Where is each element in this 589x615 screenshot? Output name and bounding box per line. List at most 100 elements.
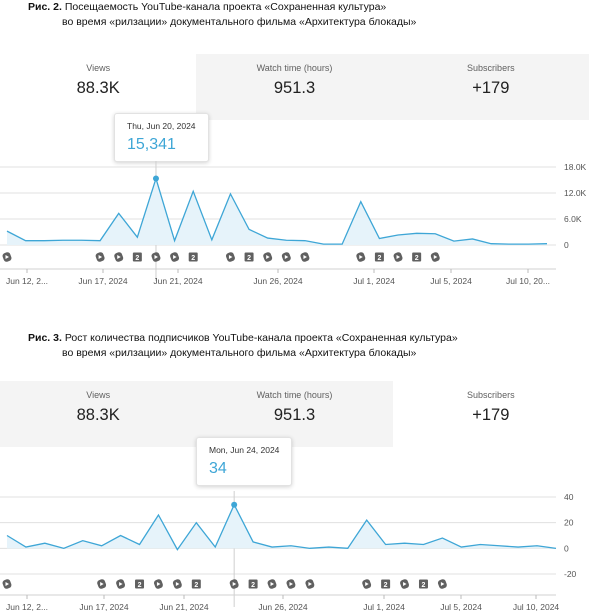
series-line <box>6 503 557 551</box>
shorts-marker-icon <box>305 579 315 589</box>
watch-time-card[interactable]: Watch time (hours) 951.3 <box>196 381 393 447</box>
shorts-marker-icon <box>356 252 366 262</box>
shorts-marker-icon <box>229 579 239 589</box>
watch-time-card[interactable]: Watch time (hours) 951.3 <box>196 54 393 120</box>
upload-count-label: 2 <box>194 582 198 589</box>
figure-1-tooltip-date: Thu, Jun 20, 2024 <box>127 121 196 131</box>
shorts-marker-play <box>228 255 233 259</box>
shorts-marker-icon <box>116 579 126 589</box>
shorts-marker-icon <box>2 252 12 262</box>
shorts-marker-play <box>232 582 237 586</box>
x-tick-label: Jun 12, 2... <box>6 276 48 286</box>
subscribers-label: Subscribers <box>467 390 515 400</box>
shorts-marker-icon <box>153 579 163 589</box>
shorts-marker-icon <box>263 252 273 262</box>
x-tick-label: Jun 12, 2... <box>6 602 48 612</box>
subscribers-value: +179 <box>472 406 510 424</box>
subscribers-card[interactable]: Subscribers +179 <box>392 54 589 120</box>
upload-count-marker <box>248 579 258 589</box>
figure-1-caption: Рис. 2. Посещаемость YouTube-канала прое… <box>28 0 416 30</box>
upload-count-label: 2 <box>247 255 251 262</box>
x-tick-label: Jun 17, 2024 <box>79 602 128 612</box>
shorts-marker-play <box>308 582 312 586</box>
shorts-marker-play <box>303 255 307 259</box>
shorts-marker-icon <box>170 252 180 262</box>
figure-2-caption-line-2: во время «рилзации» документального филь… <box>62 347 417 359</box>
watch-time-label: Watch time (hours) <box>256 63 333 73</box>
x-tick-label: Jun 26, 2024 <box>253 276 302 286</box>
shorts-marker-play <box>396 255 401 259</box>
shorts-marker-play <box>266 255 270 259</box>
shorts-marker-play <box>100 582 104 586</box>
upload-count-label: 2 <box>191 255 195 262</box>
upload-count-marker <box>381 579 391 589</box>
shorts-marker-play <box>403 582 407 586</box>
y-tick-label: 6.0K <box>564 214 582 224</box>
views-card[interactable]: Views 88.3K <box>0 381 197 447</box>
shorts-marker-icon <box>172 579 182 589</box>
shorts-marker-icon <box>95 252 105 262</box>
shorts-marker-icon <box>393 252 403 262</box>
upload-count-label: 2 <box>138 582 142 589</box>
figure-2-caption-prefix: Рис. 3. <box>28 332 62 344</box>
upload-count-label: 2 <box>251 582 255 589</box>
figure-1-caption-prefix: Рис. 2. <box>28 1 62 13</box>
subscribers-card[interactable]: Subscribers +179 <box>392 381 589 447</box>
x-tick-label: Jul 10, 20... <box>506 276 550 286</box>
series-area <box>7 178 547 245</box>
upload-count-marker <box>132 252 142 262</box>
shorts-marker-icon <box>400 579 410 589</box>
y-tick-label: 20 <box>564 518 574 528</box>
watch-time-label: Watch time (hours) <box>256 390 333 400</box>
shorts-marker-play <box>119 582 123 586</box>
shorts-marker-play <box>365 582 369 586</box>
shorts-marker-play <box>5 582 9 586</box>
upload-count-marker <box>135 579 145 589</box>
x-tick-label: Jul 1, 2024 <box>353 276 395 286</box>
subscribers-value: +179 <box>472 79 510 97</box>
figure-1-tooltip: Thu, Jun 20, 2024 15,341 <box>114 113 209 162</box>
y-tick-label: -20 <box>564 569 577 579</box>
x-tick-label: Jul 10, 2024 <box>513 602 560 612</box>
upload-count-marker <box>374 252 384 262</box>
shorts-marker-play <box>175 582 180 586</box>
views-label: Views <box>86 63 111 73</box>
series-area <box>7 504 556 550</box>
figure-2-tooltip: Mon, Jun 24, 2024 34 <box>196 437 293 486</box>
series-line <box>6 176 548 245</box>
views-label: Views <box>86 390 111 400</box>
shorts-marker-icon <box>281 252 291 262</box>
upload-count-marker <box>412 252 422 262</box>
shorts-marker-play <box>156 582 161 586</box>
shorts-marker-icon <box>114 252 124 262</box>
upload-count-marker <box>418 579 428 589</box>
shorts-marker-play <box>173 255 177 259</box>
shorts-marker-play <box>98 255 103 259</box>
figure-2-tooltip-date: Mon, Jun 24, 2024 <box>209 445 280 455</box>
watch-time-value: 951.3 <box>273 406 316 424</box>
x-tick-label: Jun 21, 2024 <box>159 602 208 612</box>
figure-2-tooltip-value: 34 <box>209 460 227 477</box>
x-tick-label: Jul 5, 2024 <box>440 602 482 612</box>
figure-1-caption-line-1: Посещаемость YouTube-канала проекта «Сох… <box>64 1 387 13</box>
shorts-marker-icon <box>97 579 107 589</box>
figure-1-caption-line-2: во время «рилзации» документального филь… <box>62 16 417 28</box>
views-card[interactable]: Views 88.3K <box>0 54 197 120</box>
shorts-marker-play <box>359 255 363 259</box>
figure-2-caption-line-1: Рост количества подписчиков YouTube-кана… <box>64 332 458 344</box>
x-tick-label: Jun 21, 2024 <box>153 276 202 286</box>
shorts-marker-icon <box>430 252 440 262</box>
highlight-point <box>231 501 238 508</box>
shorts-marker-icon <box>225 252 235 262</box>
x-tick-label: Jun 26, 2024 <box>258 602 307 612</box>
figure-1-stats-row: Views 88.3K Watch time (hours) 951.3 Sub… <box>0 54 589 120</box>
upload-count-label: 2 <box>377 255 381 262</box>
shorts-marker-icon <box>300 252 310 262</box>
x-tick-label: Jul 1, 2024 <box>363 602 405 612</box>
upload-count-marker <box>191 579 201 589</box>
upload-count-marker <box>188 252 198 262</box>
shorts-marker-play <box>5 255 9 259</box>
shorts-marker-icon <box>151 252 161 262</box>
figure-2-subscribers-chart: -20 0 20 40 2 2 2 2 2 Jun 12, 2... Jun 17, 2024 Jun… <box>0 491 577 612</box>
shorts-marker-icon <box>267 579 277 589</box>
